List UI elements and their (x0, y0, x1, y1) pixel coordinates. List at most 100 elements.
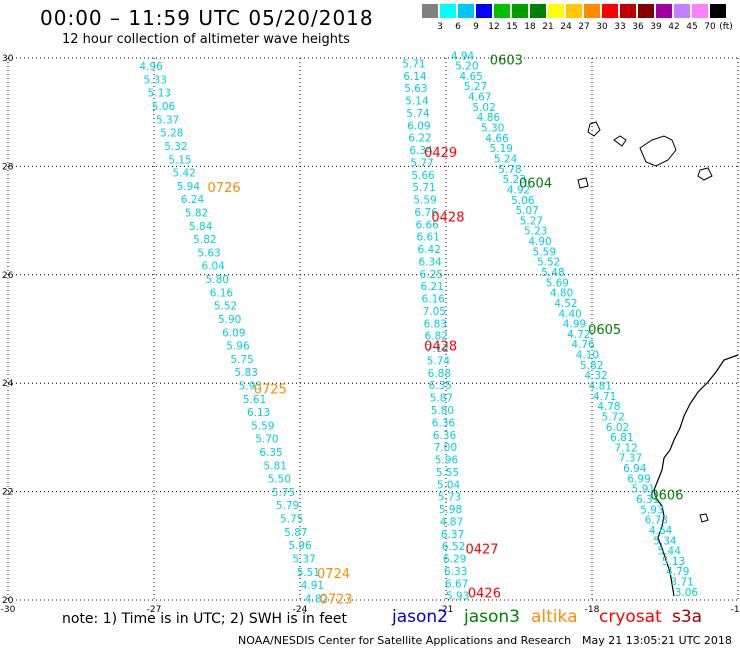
wave-height-value: 6.99 (627, 473, 650, 485)
wave-height-value: 5.59 (413, 195, 436, 207)
wave-height-value: 4.52 (554, 298, 577, 310)
colorbar-swatch (656, 4, 672, 18)
wave-height-value: 7.37 (619, 453, 642, 465)
colorbar-swatch (674, 4, 690, 18)
wave-height-value: 6.61 (416, 232, 439, 244)
pass-time-label: 0603 (490, 54, 523, 69)
wave-height-value: 6.76 (414, 207, 438, 219)
wave-height-value: 5.37 (292, 553, 315, 565)
wave-height-value: 4.67 (468, 92, 491, 104)
pass-time-label: 0605 (588, 323, 621, 338)
wave-height-value: 5.69 (546, 277, 569, 289)
wave-height-value: 5.37 (156, 114, 179, 126)
colorbar-label: 36 (632, 22, 644, 32)
wave-height-value: 6.37 (441, 529, 464, 541)
pass-time-label: 0724 (317, 567, 350, 582)
wave-height-value: 6.21 (421, 281, 444, 293)
wave-height-value: 6.09 (222, 327, 245, 339)
wave-height-value: 5.27 (464, 81, 487, 93)
africa-coastline (653, 354, 739, 597)
colorbar-swatch (584, 4, 600, 18)
coastline-land (577, 121, 739, 597)
wave-height-value: 5.13 (148, 88, 171, 100)
satellite-tracks: 4.965.335.135.065.375.285.325.155.425.94… (139, 50, 698, 605)
map-subtitle: 12 hour collection of altimeter wave hei… (62, 32, 350, 47)
colorbar-swatch (692, 4, 708, 18)
wave-height-value: 4.79 (666, 566, 689, 578)
legend-altika: altika (531, 607, 578, 627)
legend-cryosat: cryosat (599, 607, 662, 627)
wave-height-value: 6.09 (407, 120, 430, 132)
canary-island-gomera (613, 135, 627, 147)
colorbar-label: 30 (596, 22, 608, 32)
wave-height-value: 6.24 (181, 194, 205, 206)
wave-height-value: 5.52 (537, 257, 560, 269)
wave-height-value: 5.59 (533, 246, 556, 258)
wave-height-value: 6.33 (444, 566, 467, 578)
colorbar-swatch (440, 4, 456, 18)
wave-height-value: 4.66 (485, 133, 509, 145)
colorbar-label: 3 (437, 22, 443, 32)
wave-height-value: 5.75 (272, 487, 295, 499)
wave-height-value: 5.61 (243, 394, 266, 406)
wave-height-value: 5.82 (580, 360, 603, 372)
wave-height-value: 7.00 (434, 442, 457, 454)
lat-tick-label: 30 (2, 54, 14, 64)
colorbar-label: 24 (560, 22, 572, 32)
pass-time-label: 0604 (519, 177, 552, 192)
wave-height-value: 4.40 (558, 308, 581, 320)
wave-height-value: 5.02 (472, 102, 495, 114)
wave-height-value: 5.87 (430, 393, 453, 405)
wave-height-value: 6.29 (443, 554, 466, 566)
wave-height-value: 5.42 (172, 168, 195, 180)
lon-tick-label: -24 (293, 605, 308, 615)
generated-timestamp: May 21 13:05:21 UTC 2018 (582, 634, 732, 647)
wave-height-value: 5.81 (264, 460, 287, 472)
wave-height-value: 4.64 (649, 525, 673, 537)
wave-height-value: 5.50 (268, 474, 291, 486)
wave-height-value: 6.82 (425, 331, 448, 343)
wave-height-value: 7.05 (423, 306, 446, 318)
wave-height-value: 6.66 (415, 219, 439, 231)
wave-height-value: 5.24 (494, 153, 518, 165)
lon-tick-label: -15 (731, 605, 740, 615)
wave-height-value: 5.04 (437, 479, 461, 491)
wave-height-value: 5.73 (438, 492, 461, 504)
wave-height-value: 5.71 (412, 182, 435, 194)
wave-height-value: 5.90 (218, 314, 241, 326)
pass-time-label: 0429 (424, 146, 457, 161)
lat-tick-label: 22 (2, 488, 13, 498)
wave-height-value: 6.31 (636, 494, 659, 506)
colorbar-swatch (566, 4, 582, 18)
wave-height-value: 4.91 (301, 580, 324, 592)
wave-height-value: 7.12 (426, 343, 449, 355)
wave-height-value: 6.04 (201, 261, 225, 273)
wave-height-value: 5.75 (280, 514, 303, 526)
wave-height-value: 5.63 (197, 247, 220, 259)
graticule: -30 -27 -24 -21 -18 -15 30 28 26 24 22 20 (1, 54, 740, 615)
colorbar-swatch (620, 4, 636, 18)
wave-height-value: 5.52 (214, 301, 237, 313)
wave-height-value: 4.80 (550, 288, 573, 300)
wave-height-value: 5.32 (164, 141, 187, 153)
wave-height-value: 5.23 (503, 174, 526, 186)
wave-height-value: 4.65 (459, 71, 482, 83)
wave-height-value: 5.63 (404, 83, 427, 95)
lon-tick-label: -30 (1, 605, 16, 615)
units-note: note: 1) Time is in UTC; 2) SWH is in fe… (62, 611, 348, 627)
wave-height-value: 5.06 (511, 195, 535, 207)
colorbar-swatch (638, 4, 654, 18)
map-title: 00:00 – 11:59 UTC 05/20/2018 (40, 6, 374, 30)
wave-height-value: 5.20 (455, 61, 478, 73)
canary-island-tenerife (639, 135, 677, 167)
wave-height-value: 4.92 (507, 184, 530, 196)
colorbar-label: 42 (668, 22, 680, 32)
colorbar-label: 6 (455, 22, 461, 32)
wave-height-value: 5.72 (602, 411, 625, 423)
wave-height-value: 6.83 (424, 318, 447, 330)
colorbar-label: 39 (650, 22, 662, 32)
footer-credit: NOAA/NESDIS Center for Satellite Applica… (238, 634, 572, 647)
wave-height-value: 7.12 (614, 442, 637, 454)
wave-height-value: 5.28 (160, 128, 183, 140)
